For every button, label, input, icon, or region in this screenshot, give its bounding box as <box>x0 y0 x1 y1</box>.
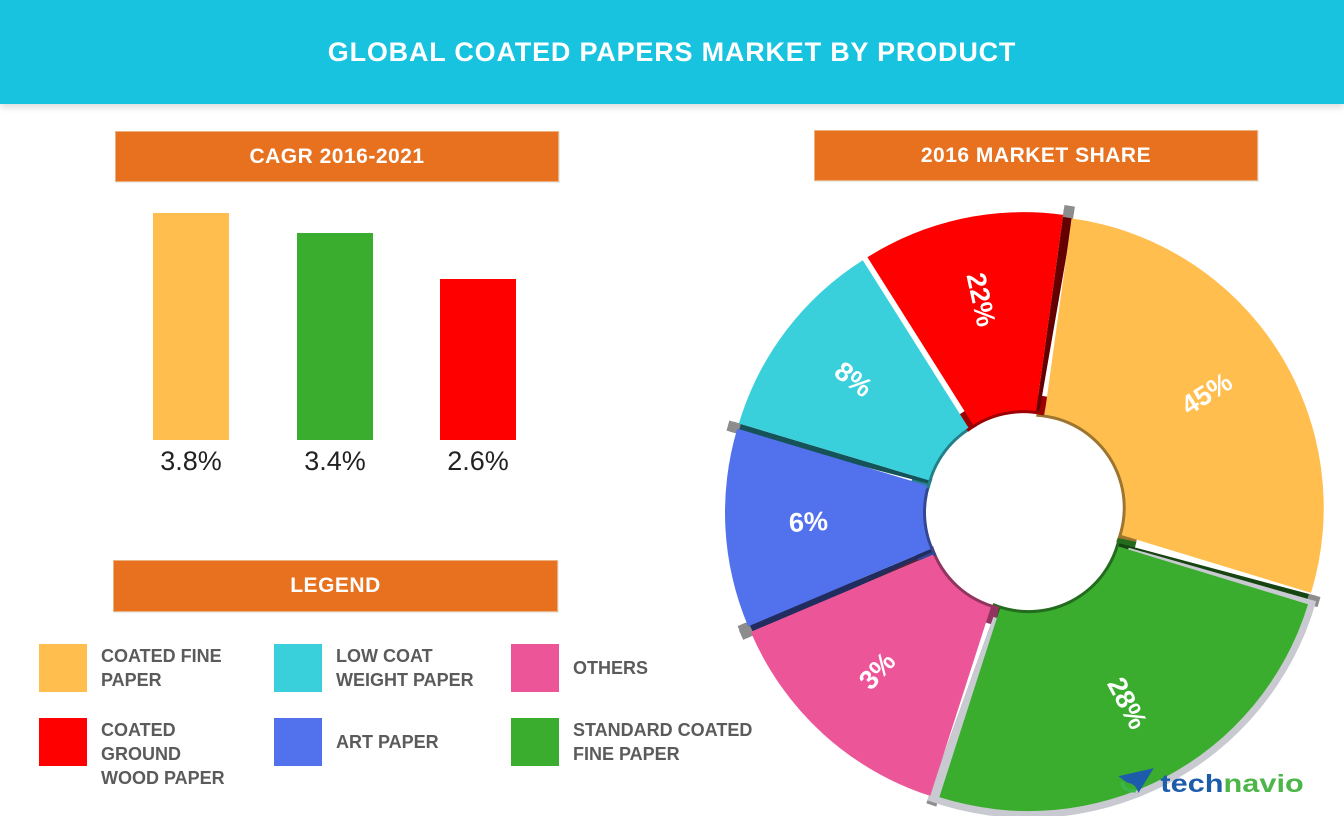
svg-text:8%: 8% <box>829 356 878 403</box>
svg-text:6%: 6% <box>788 506 829 538</box>
svg-text:technavio: technavio <box>1160 770 1303 793</box>
svg-text:28%: 28% <box>1101 672 1153 734</box>
svg-text:3%: 3% <box>853 646 901 695</box>
svg-text:22%: 22% <box>961 270 1002 329</box>
svg-text:45%: 45% <box>1176 366 1238 420</box>
